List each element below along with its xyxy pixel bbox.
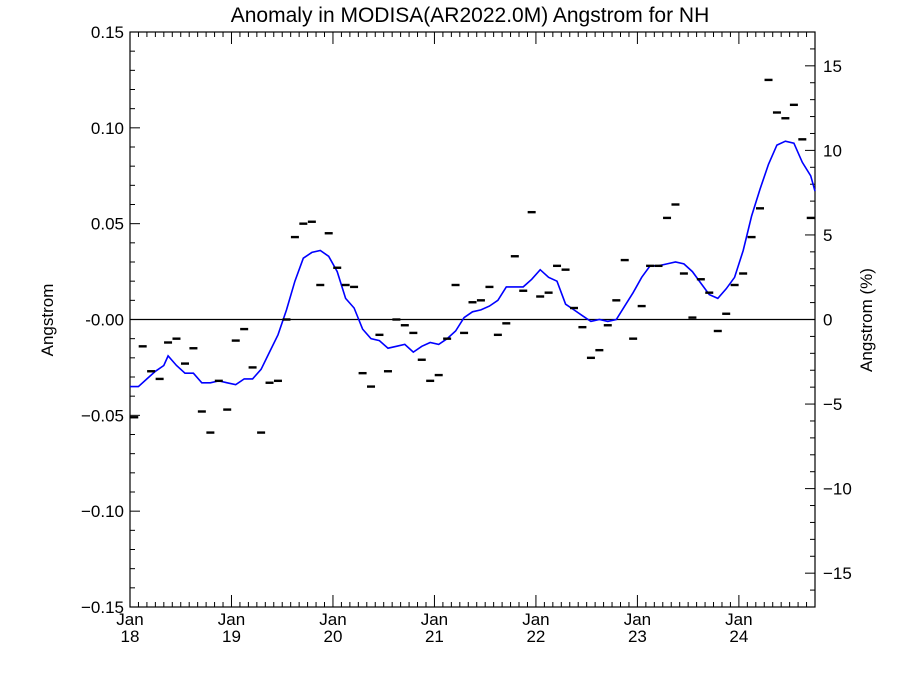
x-tick-label-month: Jan (725, 610, 752, 629)
y-left-tick-label: −0.15 (81, 598, 124, 617)
y-axis-label-left: Angstrom (38, 284, 57, 357)
y-right-tick-label: 0 (823, 311, 832, 330)
y-right-tick-label: −15 (823, 564, 852, 583)
x-tick-label-year: 21 (425, 627, 444, 646)
x-tick-label-month: Jan (319, 610, 346, 629)
x-tick-label-year: 20 (324, 627, 343, 646)
x-tick-label-month: Jan (421, 610, 448, 629)
y-right-tick-label: 15 (823, 57, 842, 76)
x-tick-label-year: 19 (222, 627, 241, 646)
y-left-tick-label: −0.10 (81, 502, 124, 521)
x-tick-label-month: Jan (218, 610, 245, 629)
x-tick-label-year: 24 (729, 627, 748, 646)
y-right-tick-label: 10 (823, 141, 842, 160)
x-tick-label-month: Jan (116, 610, 143, 629)
y-right-tick-label: −10 (823, 480, 852, 499)
plot-area: 0.15 0.10 0.05 -0.00 −0.05 −0.10 −0.15 15 10 5 0 −5… (81, 23, 852, 646)
y-left-tick-label: -0.00 (85, 311, 124, 330)
x-tick-label-year: 18 (121, 627, 140, 646)
y-right-tick-label: −5 (823, 395, 842, 414)
y-left-tick-label: 0.05 (91, 215, 124, 234)
chart-title: Anomaly in MODISA(AR2022.0M) Angstrom fo… (231, 4, 710, 27)
x-tick-label-month: Jan (624, 610, 651, 629)
x-tick-label-year: 23 (628, 627, 647, 646)
y-left-tick-label: −0.05 (81, 406, 124, 425)
y-right-tick-label: 5 (823, 226, 832, 245)
y-axis-label-right: Angstrom (%) (857, 268, 876, 372)
x-tick-label-year: 22 (526, 627, 545, 646)
smoothed-series-line (130, 140, 816, 388)
y-left-tick-label: 0.15 (91, 23, 124, 42)
x-tick-label-month: Jan (522, 610, 549, 629)
y-left-tick-label: 0.10 (91, 119, 124, 138)
